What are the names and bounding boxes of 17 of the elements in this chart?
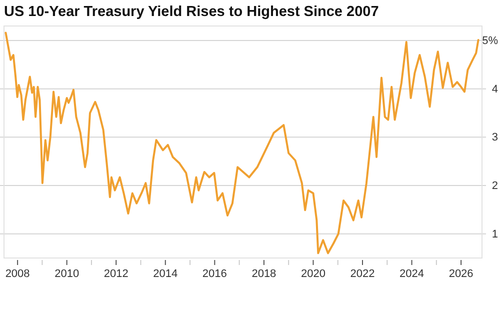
- x-tick-label: 2026: [448, 268, 474, 280]
- line-series: [4, 32, 480, 254]
- x-tick-label: 2022: [350, 268, 375, 280]
- chart-title: US 10-Year Treasury Yield Rises to Highest Since 2007: [4, 4, 379, 20]
- x-tick-label: 2016: [202, 268, 227, 280]
- y-tick-label: 5%: [482, 35, 498, 48]
- x-tick-label: 2010: [54, 268, 80, 280]
- y-tick-label: 1: [492, 228, 498, 240]
- x-tick-label: 2012: [104, 268, 128, 280]
- x-tick-label: 2024: [400, 268, 424, 280]
- x-tick-label: 2018: [252, 268, 276, 280]
- x-tick-label: 2020: [300, 268, 326, 280]
- y-tick-label: 2: [492, 180, 498, 192]
- x-tick-label: 2014: [153, 268, 178, 280]
- y-tick-label: 4: [492, 83, 498, 96]
- x-tick-label: 2008: [5, 268, 30, 280]
- y-tick-label: 3: [492, 132, 498, 144]
